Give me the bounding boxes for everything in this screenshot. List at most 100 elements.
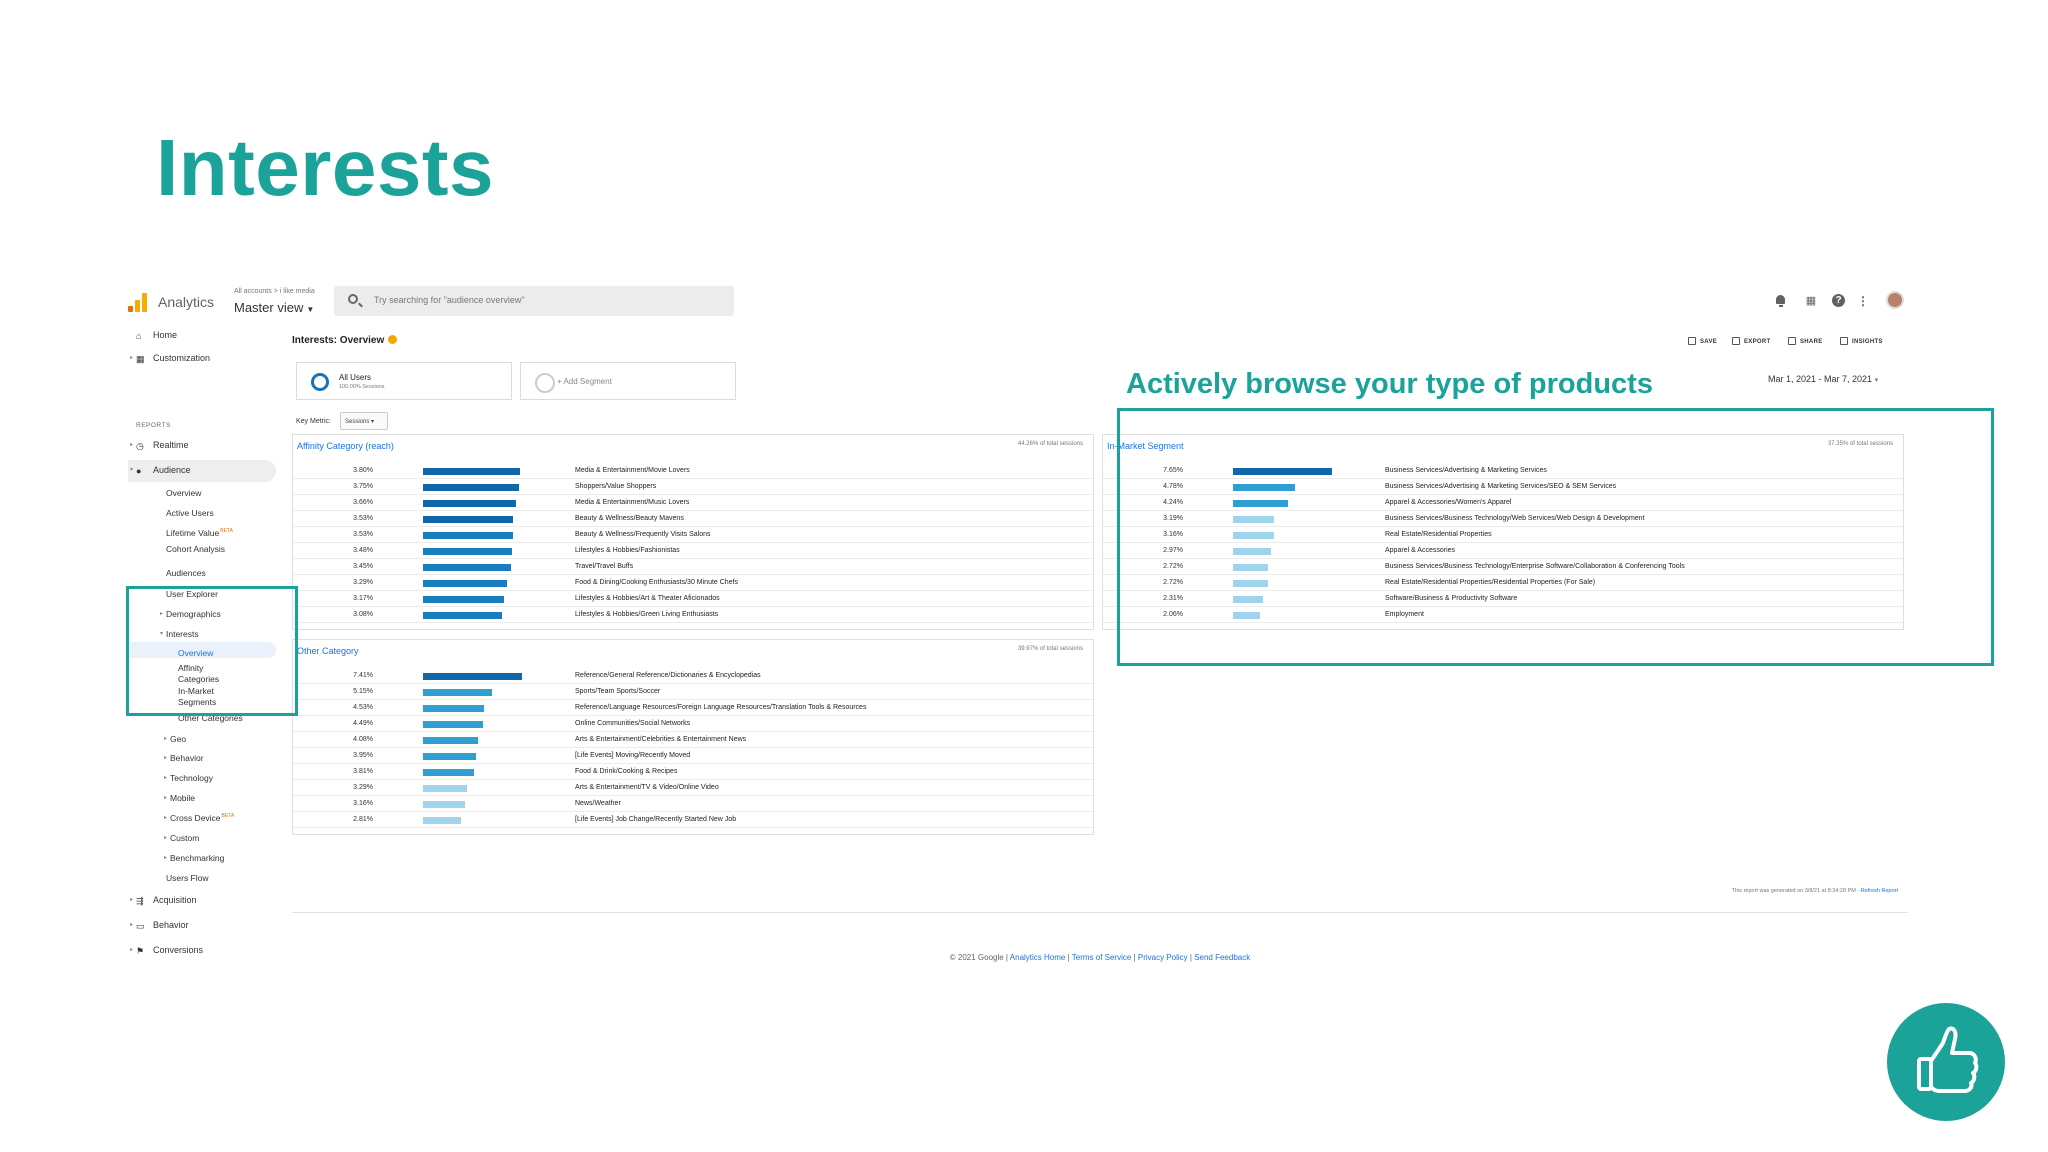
- row-label[interactable]: Lifestyles & Hobbies/Art & Theater Afici…: [575, 595, 720, 602]
- row-label[interactable]: Business Services/Advertising & Marketin…: [1385, 483, 1617, 490]
- row-label[interactable]: [Life Events] Job Change/Recently Starte…: [575, 816, 737, 823]
- more-icon[interactable]: ⋮: [1857, 294, 1869, 308]
- sidebar-item-lifetime-value[interactable]: Lifetime ValueBETA: [166, 528, 233, 538]
- save-button[interactable]: SAVE: [1688, 337, 1717, 345]
- row-value: 4.24%: [1163, 499, 1183, 506]
- row-value: 3.29%: [353, 579, 373, 586]
- row-label[interactable]: Travel/Travel Buffs: [575, 563, 634, 570]
- sidebar-item-acquisition[interactable]: ▸ ⇶ Acquisition: [130, 895, 197, 906]
- bell-icon[interactable]: [1774, 294, 1788, 308]
- window-icon: ▭: [136, 921, 145, 931]
- date-range-picker[interactable]: Mar 1, 2021 - Mar 7, 2021 ▾: [1768, 374, 1879, 384]
- row-label[interactable]: Arts & Entertainment/TV & Video/Online V…: [575, 784, 719, 791]
- sidebar-item-interests-overview[interactable]: Overview: [178, 648, 214, 658]
- row-label[interactable]: Business Services/Business Technology/We…: [1385, 515, 1645, 522]
- sidebar-item-home[interactable]: ⌂ Home: [136, 330, 178, 341]
- table-row: 4.08% Arts & Entertainment/Celebrities & …: [293, 732, 1093, 748]
- sidebar-item-conversions[interactable]: ▸ ⚑ Conversions: [130, 945, 204, 956]
- insights-button[interactable]: INSIGHTS: [1840, 337, 1883, 345]
- row-label[interactable]: Real Estate/Residential Properties: [1385, 531, 1492, 538]
- sidebar-item-custom[interactable]: ▸ Custom: [164, 833, 200, 843]
- export-button[interactable]: EXPORT: [1732, 337, 1770, 345]
- sidebar-item-behavior[interactable]: ▸ ▭ Behavior: [130, 920, 189, 931]
- row-label[interactable]: Shoppers/Value Shoppers: [575, 483, 657, 490]
- row-label[interactable]: Business Services/Advertising & Marketin…: [1385, 467, 1547, 474]
- sidebar-item-mobile[interactable]: ▸ Mobile: [164, 793, 196, 803]
- table-row: 2.31% Software/Business & Productivity So…: [1103, 591, 1903, 607]
- row-label[interactable]: Media & Entertainment/Movie Lovers: [575, 467, 690, 474]
- row-bar: [423, 801, 466, 808]
- row-label[interactable]: Real Estate/Residential Properties/Resid…: [1385, 579, 1596, 586]
- other-title[interactable]: Other Category: [297, 646, 359, 656]
- sidebar-item-in-market[interactable]: In-Market Segments: [178, 686, 217, 707]
- footer-link-feedback[interactable]: Send Feedback: [1194, 953, 1251, 962]
- sidebar-item-realtime[interactable]: ▸ ◷ Realtime: [130, 440, 189, 451]
- sidebar-item-users-flow[interactable]: Users Flow: [166, 873, 209, 883]
- chevron-right-icon: ▸: [130, 947, 134, 953]
- row-label[interactable]: Media & Entertainment/Music Lovers: [575, 499, 690, 506]
- row-label[interactable]: Arts & Entertainment/Celebrities & Enter…: [575, 736, 747, 743]
- avatar[interactable]: [1886, 291, 1904, 309]
- sidebar-item-behavior-sub[interactable]: ▸ Behavior: [164, 753, 204, 763]
- analytics-logo-icon: [128, 292, 148, 312]
- refresh-report-link[interactable]: Refresh Report: [1860, 888, 1898, 894]
- sidebar-subselected-bg: [128, 642, 276, 658]
- add-segment-button[interactable]: + Add Segment: [520, 362, 736, 400]
- sidebar-item-cohort-analysis[interactable]: Cohort Analysis: [166, 544, 226, 554]
- search-bar[interactable]: Try searching for "audience overview": [334, 286, 734, 316]
- sidebar-item-affinity[interactable]: Affinity Categories: [178, 663, 220, 684]
- row-label[interactable]: Employment: [1385, 611, 1424, 618]
- row-value: 2.72%: [1163, 579, 1183, 586]
- apps-icon[interactable]: ▦: [1805, 295, 1817, 307]
- sidebar-item-active-users[interactable]: Active Users: [166, 508, 214, 518]
- table-row: 2.72% Real Estate/Residential Properties/…: [1103, 575, 1903, 591]
- sidebar-item-other-categories[interactable]: Other Categories: [178, 713, 243, 723]
- chevron-right-icon: ▸: [164, 755, 168, 761]
- row-label[interactable]: Food & Drink/Cooking & Recipes: [575, 768, 678, 775]
- sidebar-item-geo[interactable]: ▸ Geo: [164, 734, 187, 744]
- sidebar-item-customization[interactable]: ▸ ▦ Customization: [130, 353, 211, 364]
- account-breadcrumb[interactable]: All accounts > i like media: [234, 288, 315, 295]
- row-label[interactable]: Food & Dining/Cooking Enthusiasts/30 Min…: [575, 579, 739, 586]
- in-market-title[interactable]: In-Market Segment: [1107, 441, 1184, 451]
- row-label[interactable]: Lifestyles & Hobbies/Green Living Enthus…: [575, 611, 719, 618]
- segment-all-users[interactable]: All Users 100.00% Sessions: [296, 362, 512, 400]
- affinity-title[interactable]: Affinity Category (reach): [297, 441, 394, 451]
- row-label[interactable]: Reference/Language Resources/Foreign Lan…: [575, 704, 867, 711]
- row-label[interactable]: Beauty & Wellness/Beauty Mavens: [575, 515, 684, 522]
- row-label[interactable]: Apparel & Accessories/Women's Apparel: [1385, 499, 1512, 506]
- row-label[interactable]: Online Communities/Social Networks: [575, 720, 691, 727]
- row-label[interactable]: Software/Business & Productivity Softwar…: [1385, 595, 1518, 602]
- sidebar-item-user-explorer[interactable]: User Explorer: [166, 589, 218, 599]
- help-icon[interactable]: [1832, 294, 1846, 308]
- sidebar-item-audiences[interactable]: Audiences: [166, 568, 206, 578]
- sidebar-item-audience[interactable]: ▾ ● Audience: [130, 465, 191, 476]
- table-row: 2.06% Employment: [1103, 607, 1903, 623]
- view-selector[interactable]: Master view ▼: [234, 300, 314, 315]
- sidebar-item-interests[interactable]: ▾ Interests: [160, 629, 199, 639]
- key-metric-select[interactable]: Sessions ▾: [340, 412, 388, 430]
- app-name: Analytics: [158, 294, 215, 310]
- row-label[interactable]: Lifestyles & Hobbies/Fashionistas: [575, 547, 680, 554]
- row-label[interactable]: News/Weather: [575, 800, 621, 807]
- sidebar-item-benchmarking[interactable]: ▸ Benchmarking: [164, 853, 225, 863]
- add-segment-label: + Add Segment: [557, 377, 612, 386]
- row-label[interactable]: Reference/General Reference/Dictionaries…: [575, 672, 761, 679]
- row-label[interactable]: [Life Events] Moving/Recently Moved: [575, 752, 691, 759]
- row-label[interactable]: Sports/Team Sports/Soccer: [575, 688, 661, 695]
- row-label[interactable]: Beauty & Wellness/Frequently Visits Salo…: [575, 531, 711, 538]
- sidebar-item-overview[interactable]: Overview: [166, 488, 202, 498]
- chevron-down-icon: ▾: [130, 467, 134, 473]
- row-value: 3.53%: [353, 515, 373, 522]
- footer-link-privacy[interactable]: Privacy Policy: [1137, 953, 1188, 962]
- sidebar-item-demographics[interactable]: ▸ Demographics: [160, 609, 221, 619]
- footer-link-analytics-home[interactable]: Analytics Home: [1009, 953, 1066, 962]
- thumbs-up-button[interactable]: [1887, 1003, 2005, 1121]
- sidebar-item-cross-device[interactable]: ▸ Cross DeviceBETA: [164, 813, 235, 823]
- row-label[interactable]: Apparel & Accessories: [1385, 547, 1456, 554]
- footer-link-terms[interactable]: Terms of Service: [1071, 953, 1132, 962]
- row-bar: [1233, 516, 1275, 523]
- share-button[interactable]: SHARE: [1788, 337, 1823, 345]
- row-label[interactable]: Business Services/Business Technology/En…: [1385, 563, 1685, 570]
- sidebar-item-technology[interactable]: ▸ Technology: [164, 773, 214, 783]
